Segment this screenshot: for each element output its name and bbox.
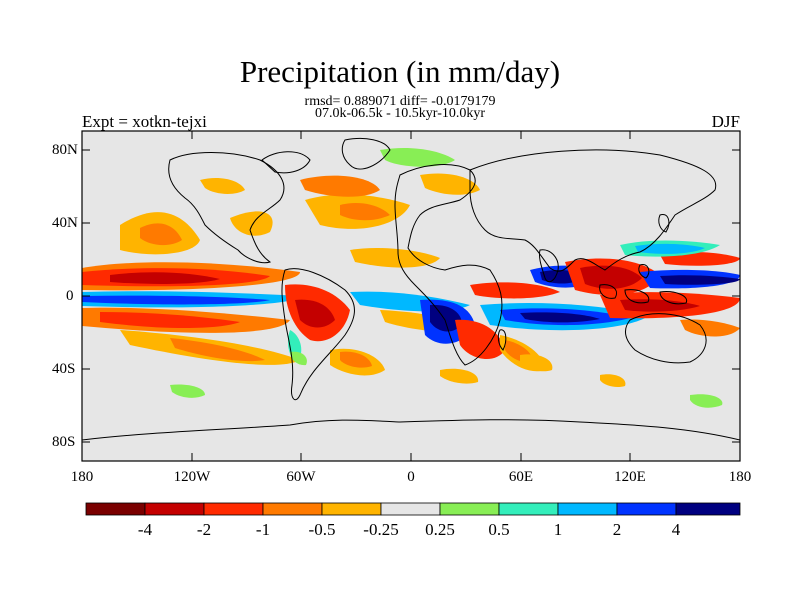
colorbar-swatch-3 xyxy=(203,502,264,516)
colorbar-label-4: -0.5 xyxy=(308,520,336,539)
colorbar-swatch-8 xyxy=(498,502,559,516)
colorbar-label-10: 4 xyxy=(671,520,681,539)
colorbar-swatch-10 xyxy=(616,502,677,516)
x-tick-60w: 60W xyxy=(286,469,316,485)
colorbar-swatch-6 xyxy=(380,502,441,516)
colorbar-swatch-4 xyxy=(262,502,323,516)
colorbar-label-6: 0.25 xyxy=(425,520,455,539)
map-subtitle: 07.0k-06.5k - 10.5kyr-10.0kyr xyxy=(314,106,486,121)
map-title: Precipitation (in mm/day) xyxy=(239,54,561,89)
x-tick-0: 0 xyxy=(407,469,415,485)
colorbar-swatch-9 xyxy=(557,502,618,516)
season-label: DJF xyxy=(711,112,740,131)
colorbar-label-9: 2 xyxy=(612,520,622,539)
colorbar-label-8: 1 xyxy=(553,520,563,539)
x-tick-120e: 120E xyxy=(614,469,646,485)
colorbar-label-5: -0.25 xyxy=(363,520,399,539)
y-tick-40s: 40S xyxy=(52,361,76,377)
colorbar-label-7: 0.5 xyxy=(488,520,510,539)
x-tick-120w: 120W xyxy=(173,469,211,485)
y-tick-0: 0 xyxy=(66,288,74,304)
colorbar xyxy=(85,502,741,516)
colorbar-swatch-1 xyxy=(85,502,146,516)
experiment-label: Expt = xotkn-tejxi xyxy=(82,112,207,131)
x-axis-ticks xyxy=(81,131,741,461)
x-tick-180w: 180 xyxy=(70,469,94,485)
colorbar-swatch-11 xyxy=(675,502,741,516)
colorbar-label-1: -4 xyxy=(137,520,153,539)
y-axis-ticks xyxy=(82,149,740,443)
y-tick-40n: 40N xyxy=(52,215,78,231)
colorbar-label-3: -1 xyxy=(255,520,271,539)
y-tick-80s: 80S xyxy=(52,434,76,450)
colorbar-swatch-2 xyxy=(144,502,205,516)
x-tick-180e: 180 xyxy=(728,469,752,485)
colorbar-label-2: -2 xyxy=(196,520,212,539)
stats-line: rmsd= 0.889071 diff= -0.0179179 xyxy=(304,94,496,109)
x-tick-60e: 60E xyxy=(508,469,534,485)
coastlines xyxy=(82,137,740,441)
colorbar-swatch-5 xyxy=(321,502,382,516)
y-tick-80n: 80N xyxy=(52,142,78,158)
colorbar-swatch-7 xyxy=(439,502,500,516)
precip-field xyxy=(82,148,740,408)
